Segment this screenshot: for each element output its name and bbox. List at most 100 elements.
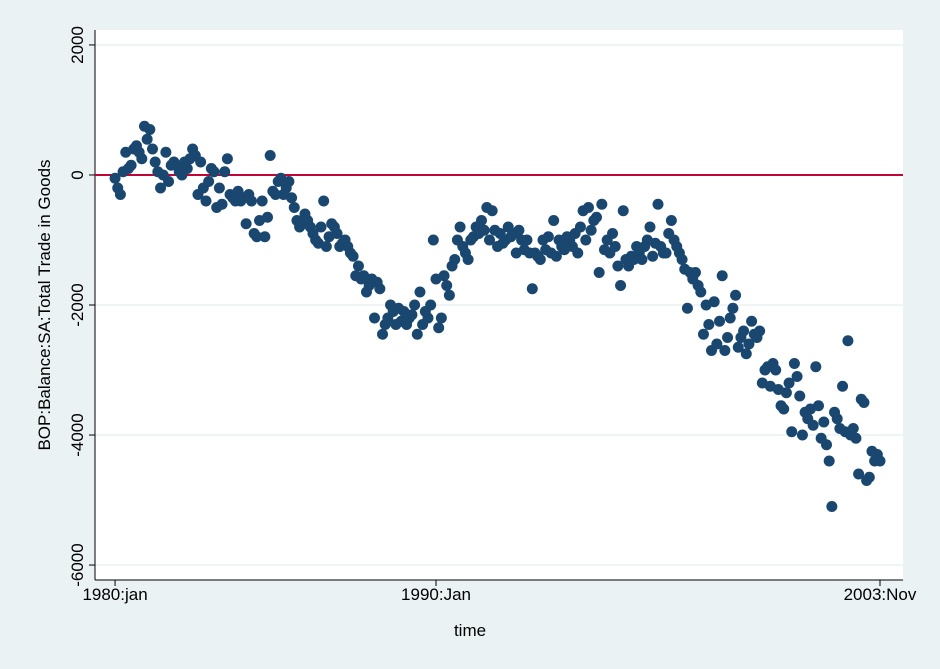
point (740, 348, 752, 360)
point (821, 439, 833, 451)
point (114, 188, 126, 200)
y-axis-title: BOP:Balance:SA:Total Trade in Goods (35, 159, 54, 450)
point (352, 260, 364, 272)
point (708, 296, 720, 308)
point (580, 234, 592, 246)
point (438, 270, 450, 282)
point (837, 380, 849, 392)
point (585, 224, 597, 236)
point (425, 299, 437, 311)
point (443, 289, 455, 301)
point (245, 195, 257, 207)
point (770, 364, 782, 376)
point (612, 260, 624, 272)
point (607, 227, 619, 239)
point (823, 455, 835, 467)
point (590, 211, 602, 223)
point (807, 419, 819, 431)
point (754, 325, 766, 337)
point (850, 432, 862, 444)
point (719, 345, 731, 357)
point (724, 312, 736, 324)
point (200, 195, 212, 207)
point (788, 358, 800, 370)
point (572, 247, 584, 259)
point (160, 146, 172, 158)
point (347, 250, 359, 262)
point (853, 468, 865, 480)
point (411, 328, 423, 340)
point (574, 221, 586, 233)
x-tick-label: 1990:Jan (401, 585, 471, 604)
point (478, 224, 490, 236)
point (794, 390, 806, 402)
point (647, 250, 659, 262)
point (596, 198, 608, 210)
point (513, 224, 525, 236)
point (216, 198, 228, 210)
point (812, 400, 824, 412)
point (208, 166, 220, 178)
point (125, 159, 137, 171)
point (181, 162, 193, 174)
point (141, 133, 153, 145)
point (783, 377, 795, 389)
point (810, 361, 822, 373)
point (283, 175, 295, 187)
point (644, 221, 656, 233)
point (149, 156, 161, 168)
point (195, 156, 207, 168)
point (681, 302, 693, 314)
point (660, 247, 672, 259)
point (689, 266, 701, 278)
point (796, 429, 808, 441)
point (486, 205, 498, 217)
point (786, 426, 798, 438)
point (163, 175, 175, 187)
point (550, 250, 562, 262)
point (697, 328, 709, 340)
y-tick-label: -6000 (68, 543, 87, 586)
point (818, 416, 830, 428)
point (665, 214, 677, 226)
point (548, 214, 560, 226)
point (521, 234, 533, 246)
point (422, 312, 434, 324)
point (730, 289, 742, 301)
point (240, 218, 252, 230)
point (593, 266, 605, 278)
point (778, 403, 790, 415)
point (449, 253, 461, 265)
point (714, 315, 726, 327)
point (826, 501, 838, 513)
point (203, 175, 215, 187)
point (743, 338, 755, 350)
y-tick-label: 2000 (68, 26, 87, 64)
point (711, 338, 723, 350)
point (433, 322, 445, 334)
point (858, 397, 870, 409)
point (262, 211, 274, 223)
point (320, 240, 332, 252)
point (288, 201, 300, 213)
point (484, 234, 496, 246)
point (831, 413, 843, 425)
point (368, 312, 380, 324)
point (454, 221, 466, 233)
point (746, 315, 758, 327)
point (863, 471, 875, 483)
point (791, 371, 803, 383)
point (409, 299, 421, 311)
point (847, 423, 859, 435)
point (874, 455, 886, 467)
point (286, 192, 298, 204)
point (617, 205, 629, 217)
point (582, 201, 594, 213)
point (462, 253, 474, 265)
y-tick-label: -2000 (68, 283, 87, 326)
point (441, 279, 453, 291)
point (221, 153, 233, 165)
point (144, 123, 156, 135)
point (256, 195, 268, 207)
point (722, 332, 734, 344)
